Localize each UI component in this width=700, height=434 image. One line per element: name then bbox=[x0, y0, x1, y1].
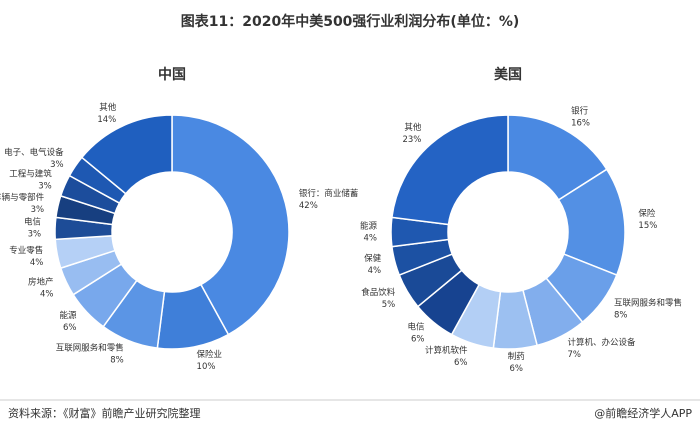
slice-label: 工程与建筑 bbox=[9, 168, 52, 179]
value-label: 8% bbox=[110, 355, 124, 365]
value-label: 42% bbox=[299, 201, 318, 211]
slice-label: 电信 bbox=[24, 216, 42, 227]
value-label: 4% bbox=[30, 258, 44, 268]
value-label: 3% bbox=[31, 205, 45, 215]
slice-label: 能源 bbox=[360, 221, 378, 232]
value-label: 4% bbox=[40, 289, 54, 299]
slice-label: 计算机、办公设备 bbox=[567, 337, 636, 348]
value-label: 23% bbox=[402, 135, 421, 145]
slice-label: 银行：商业储蓄 bbox=[299, 188, 359, 199]
slice-label: 银行 bbox=[571, 106, 589, 117]
value-label: 8% bbox=[614, 310, 628, 320]
value-label: 4% bbox=[368, 266, 382, 276]
donut-slice bbox=[391, 114, 509, 226]
value-label: 3% bbox=[38, 181, 52, 191]
value-label: 16% bbox=[571, 119, 590, 129]
slice-label: 其他 bbox=[99, 102, 117, 113]
slice-label: 房地产 bbox=[28, 276, 54, 287]
slice-label: 能源 bbox=[59, 310, 77, 321]
value-label: 14% bbox=[97, 115, 116, 125]
slice-label: 专业零售 bbox=[9, 245, 43, 256]
slice-label: 车辆与零部件 bbox=[0, 192, 45, 203]
slice-label: 保健 bbox=[364, 253, 382, 264]
slice-label: 保险 bbox=[638, 208, 656, 219]
value-label: 15% bbox=[638, 221, 657, 231]
chart-title: 图表11：2020年中美500强行业利润分布(单位：%) bbox=[181, 13, 520, 30]
value-label: 6% bbox=[63, 323, 77, 333]
value-label: 3% bbox=[50, 160, 64, 170]
slice-label: 其他 bbox=[404, 122, 422, 133]
value-label: 6% bbox=[454, 358, 468, 368]
slice-label: 计算机软件 bbox=[425, 345, 468, 356]
slice-label: 电子、电气设备 bbox=[4, 147, 64, 158]
slice-label: 电信 bbox=[407, 321, 425, 332]
value-label: 10% bbox=[197, 362, 216, 372]
donut-slice bbox=[80, 114, 173, 195]
donut-slice bbox=[171, 114, 290, 336]
value-label: 3% bbox=[28, 229, 42, 239]
value-label: 7% bbox=[567, 350, 581, 360]
slice-label: 制药 bbox=[508, 351, 525, 362]
value-label: 6% bbox=[509, 364, 523, 374]
value-label: 5% bbox=[382, 300, 396, 310]
value-label: 6% bbox=[411, 334, 425, 344]
slice-label: 食品饮料 bbox=[361, 287, 396, 298]
slice-label: 互联网服务和零售 bbox=[56, 342, 124, 353]
slice-label: 互联网服务和零售 bbox=[614, 297, 682, 308]
subplot-title: 中国 bbox=[158, 66, 186, 83]
credit: @前瞻经济学人APP bbox=[594, 406, 692, 420]
slice-label: 保险业 bbox=[197, 349, 223, 360]
value-label: 4% bbox=[364, 234, 378, 244]
subplot-title: 美国 bbox=[494, 66, 522, 83]
source: 资料来源：《财富》前瞻产业研究院整理 bbox=[8, 406, 201, 420]
